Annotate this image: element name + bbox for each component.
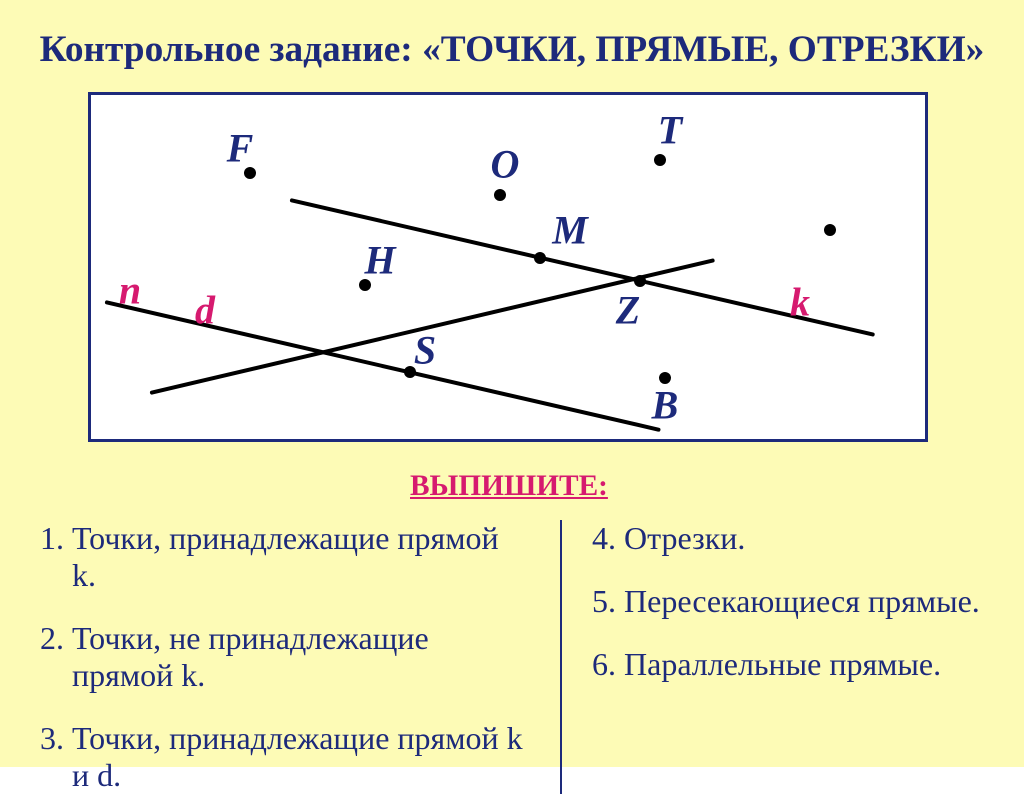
- label-O: O: [491, 141, 520, 188]
- page: Контрольное задание: «ТОЧКИ, ПРЯМЫЕ, ОТР…: [0, 0, 1024, 767]
- questions-left-col: 1. Точки, принадлежащие прямой k. 2. Точ…: [40, 520, 530, 794]
- q3: 3. Точки, принадлежащие прямой k и d.: [40, 720, 530, 794]
- label-M: M: [552, 207, 588, 254]
- label-B: B: [652, 382, 679, 429]
- page-title: Контрольное задание: «ТОЧКИ, ПРЯМЫЕ, ОТР…: [0, 28, 1024, 71]
- point-O: [494, 189, 506, 201]
- label-S: S: [414, 327, 436, 374]
- label-F: F: [227, 125, 254, 172]
- q5: 5. Пересекающиеся прямые.: [592, 583, 1012, 620]
- q5-text: Пересекающиеся прямые.: [624, 583, 980, 620]
- q2: 2. Точки, не принадлежащие прямой k.: [40, 620, 530, 694]
- q4: 4. Отрезки.: [592, 520, 1012, 557]
- questions-right-col: 4. Отрезки. 5. Пересекающиеся прямые. 6.…: [592, 520, 1012, 794]
- questions: 1. Точки, принадлежащие прямой k. 2. Точ…: [40, 520, 1012, 794]
- q2-text: Точки, не принадлежащие прямой k.: [72, 620, 530, 694]
- label-line-d: d: [195, 287, 215, 334]
- q6: 6. Параллельные прямые.: [592, 646, 1012, 683]
- q6-text: Параллельные прямые.: [624, 646, 941, 683]
- questions-divider: [560, 520, 562, 794]
- q6-num: 6.: [592, 646, 616, 683]
- q1-text: Точки, принадлежащие прямой k.: [72, 520, 530, 594]
- point-Z: [634, 275, 646, 287]
- q5-num: 5.: [592, 583, 616, 620]
- label-T: T: [658, 107, 682, 154]
- q1: 1. Точки, принадлежащие прямой k.: [40, 520, 530, 594]
- label-Z: Z: [616, 287, 640, 334]
- subtitle: ВЫПИШИТЕ:: [410, 470, 608, 503]
- label-H: H: [364, 237, 395, 284]
- label-line-k: k: [790, 279, 810, 326]
- title-lead: Контрольное задание:: [40, 29, 422, 70]
- q2-num: 2.: [40, 620, 64, 657]
- q1-num: 1.: [40, 520, 64, 557]
- point-M: [534, 252, 546, 264]
- q4-num: 4.: [592, 520, 616, 557]
- q4-text: Отрезки.: [624, 520, 745, 557]
- title-topic: «ТОЧКИ, ПРЯМЫЕ, ОТРЕЗКИ»: [422, 29, 984, 70]
- point-T: [654, 154, 666, 166]
- q3-num: 3.: [40, 720, 64, 757]
- q3-text: Точки, принадлежащие прямой k и d.: [72, 720, 530, 794]
- label-line-n: n: [119, 267, 141, 314]
- point-unnamed: [824, 224, 836, 236]
